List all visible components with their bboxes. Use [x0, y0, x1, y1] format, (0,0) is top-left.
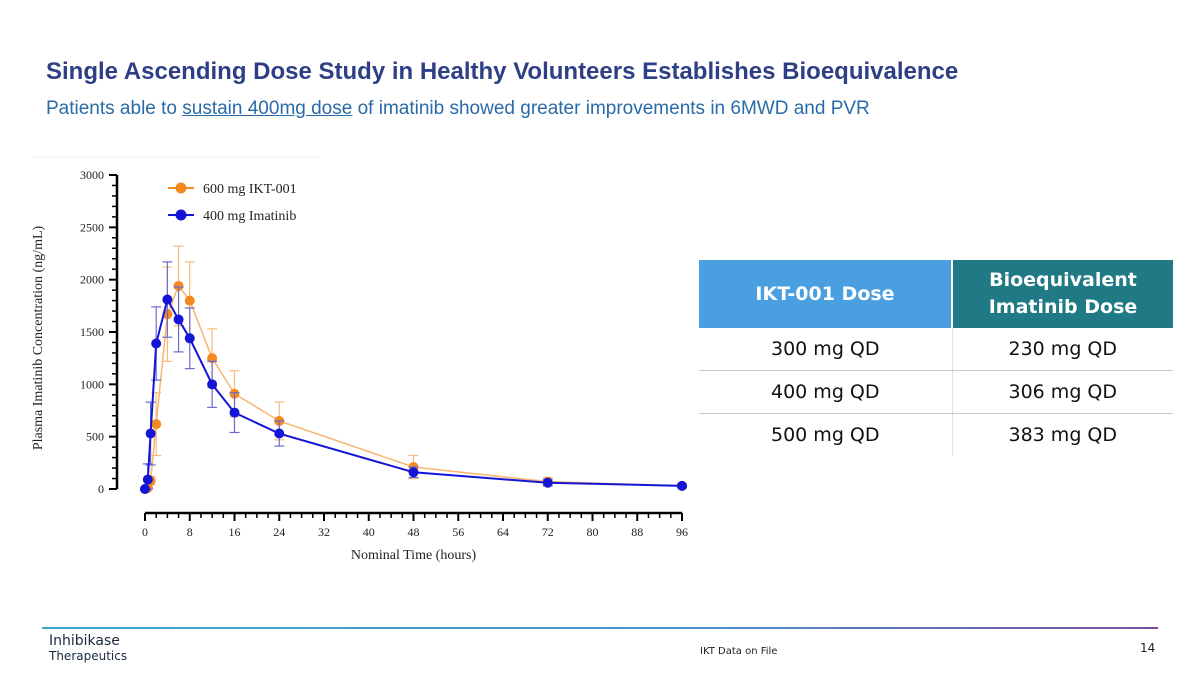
table-cell: 230 mg QD — [951, 328, 1173, 371]
company-logo: Inhibikase Therapeutics — [49, 634, 127, 664]
table-cell: 306 mg QD — [951, 370, 1173, 414]
data-point — [542, 477, 553, 488]
data-point — [145, 428, 156, 439]
data-point — [151, 338, 162, 349]
data-point — [173, 314, 184, 325]
dose-table: IKT-001 Dose Bioequivalent Imatinib Dose… — [699, 260, 1173, 456]
table-row: 300 mg QD 230 mg QD — [699, 328, 1173, 371]
table-cell: 383 mg QD — [951, 413, 1173, 456]
table-header-bioequivalent-dose: Bioequivalent Imatinib Dose — [951, 260, 1173, 328]
data-point — [184, 333, 195, 344]
x-tick-label: 88 — [631, 525, 643, 539]
table-cell: 400 mg QD — [699, 370, 952, 414]
data-point — [140, 484, 150, 494]
y-tick-label: 1000 — [80, 377, 104, 391]
data-point — [162, 294, 173, 305]
logo-line-1: Inhibikase — [49, 633, 120, 649]
y-tick-label: 2000 — [80, 273, 104, 287]
y-tick-label: 500 — [86, 430, 104, 444]
slide-title: Single Ascending Dose Study in Healthy V… — [46, 58, 959, 85]
y-tick-label: 2500 — [80, 220, 104, 234]
x-tick-label: 40 — [363, 525, 375, 539]
series-ikt-001 — [140, 245, 687, 494]
data-source-note: IKT Data on File — [700, 646, 778, 657]
x-tick-label: 72 — [542, 525, 554, 539]
y-tick-label: 3000 — [80, 168, 104, 182]
x-tick-label: 80 — [587, 525, 599, 539]
x-tick-label: 32 — [318, 525, 330, 539]
subtitle-underlined: sustain 400mg dose — [182, 98, 353, 119]
data-point — [229, 407, 240, 418]
legend-marker — [175, 182, 187, 194]
logo-line-2: Therapeutics — [49, 649, 128, 663]
pk-concentration-chart: 0 500 1000 1500 2000 2500 3000 0 8 16 24 32 40 48 56 64… — [31, 156, 688, 563]
x-tick-label: 96 — [676, 525, 688, 539]
table-cell: 300 mg QD — [699, 328, 952, 371]
subtitle-post: of imatinib showed greater improvements … — [352, 98, 870, 119]
x-tick-label: 48 — [408, 525, 420, 539]
data-point — [173, 280, 184, 291]
table-row: 500 mg QD 383 mg QD — [699, 413, 1173, 456]
x-tick-label: 0 — [142, 525, 148, 539]
subtitle-pre: Patients able to — [46, 98, 183, 119]
table-row: 400 mg QD 306 mg QD — [699, 370, 1173, 414]
y-tick-label: 0 — [98, 482, 104, 496]
data-point — [207, 353, 218, 364]
y-tick-label: 1500 — [80, 325, 104, 339]
table-cell: 500 mg QD — [771, 424, 880, 446]
data-point — [677, 480, 687, 491]
legend-marker — [175, 209, 187, 221]
footer-divider — [42, 627, 1158, 629]
data-point — [151, 419, 162, 430]
slide-subtitle: Patients able to sustain 400mg dose of i… — [46, 98, 870, 120]
x-tick-label: 64 — [497, 525, 509, 539]
data-point — [142, 474, 153, 485]
y-axis-title: Plasma Imatinib Concentration (ng/mL) — [31, 225, 46, 450]
legend-label: 400 mg Imatinib — [203, 209, 296, 224]
x-tick-label: 8 — [187, 525, 193, 539]
x-axis-title: Nominal Time (hours) — [351, 548, 477, 563]
page-number: 14 — [1140, 641, 1156, 655]
legend-label: 600 mg IKT-001 — [203, 182, 297, 197]
x-tick-label: 24 — [273, 525, 285, 539]
data-point — [408, 467, 419, 478]
data-point — [274, 428, 285, 439]
series-imatinib — [140, 261, 687, 494]
data-point — [207, 379, 218, 390]
x-tick-label: 16 — [229, 525, 241, 539]
x-tick-label: 56 — [452, 525, 464, 539]
table-header-row: IKT-001 Dose Bioequivalent Imatinib Dose — [699, 260, 1173, 328]
data-point — [184, 295, 195, 306]
table-header-ikt-dose: IKT-001 Dose — [699, 260, 952, 328]
